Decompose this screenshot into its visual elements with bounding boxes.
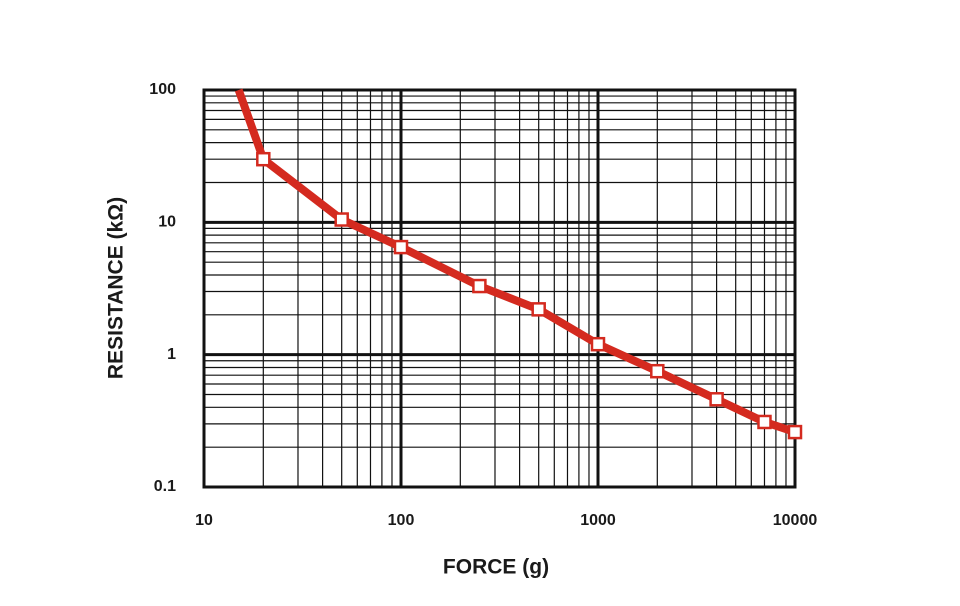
y-tick-label: 100 [149, 81, 176, 98]
marker [393, 239, 409, 255]
y-axis-title: RESISTANCE (kΩ) [105, 197, 128, 379]
x-axis-title: FORCE (g) [443, 556, 549, 579]
marker [472, 278, 487, 294]
marker [531, 302, 546, 317]
marker [787, 424, 803, 440]
x-tick-label: 10 [195, 512, 213, 529]
plot-frame [202, 88, 797, 489]
marker [334, 212, 349, 227]
marker [650, 363, 665, 379]
marker [709, 392, 724, 407]
marker [256, 151, 271, 167]
marker [757, 414, 772, 430]
x-tick-label: 100 [388, 512, 415, 529]
marker [590, 336, 606, 352]
y-tick-label: 1 [167, 346, 176, 363]
y-tick-label: 0.1 [154, 478, 176, 495]
y-tick-label: 10 [158, 214, 176, 231]
x-tick-label: 1000 [580, 512, 616, 529]
x-tick-label: 10000 [773, 512, 818, 529]
